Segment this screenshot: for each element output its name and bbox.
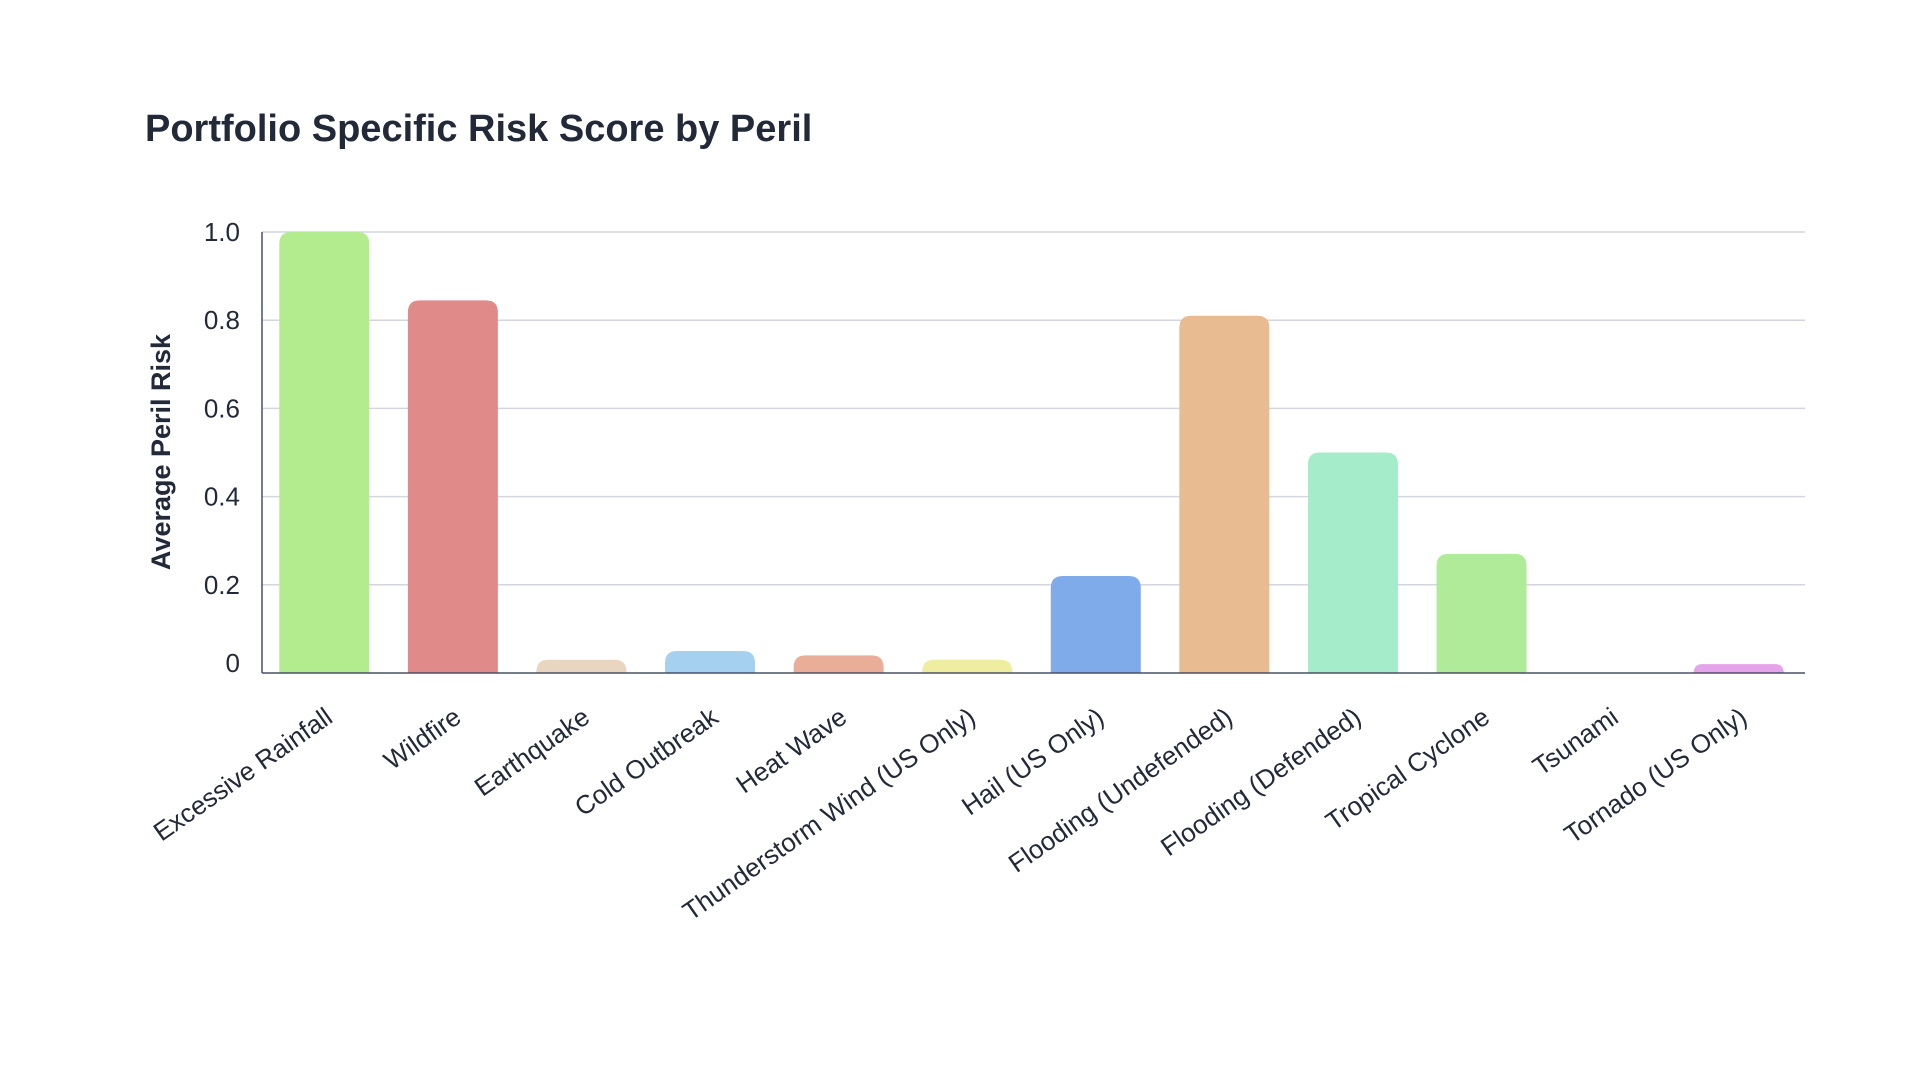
y-tick-label: 0.6 xyxy=(204,393,240,423)
axes xyxy=(261,232,1805,674)
bar-flooding-defended xyxy=(1307,452,1398,673)
bar-earthquake xyxy=(536,659,627,673)
bar-flooding-undefended xyxy=(1179,315,1270,673)
x-tick-label: Wildfire xyxy=(378,701,466,775)
x-tick-label: Earthquake xyxy=(469,701,595,802)
bar-cold-outbreak xyxy=(665,650,756,673)
y-tick-label: 0.2 xyxy=(204,570,240,600)
chart-title: Portfolio Specific Risk Score by Peril xyxy=(145,108,813,150)
bar-tornado-us-only xyxy=(1693,664,1784,673)
x-tick-label: Flooding (Undefended) xyxy=(1003,701,1238,878)
bar-hail-us-only xyxy=(1050,575,1141,673)
x-tick-label: Cold Outbreak xyxy=(569,701,724,822)
bar-excessive-rainfall xyxy=(279,232,370,673)
y-tick-label: 0.8 xyxy=(204,305,240,335)
x-tick-label: Tsunami xyxy=(1527,701,1624,781)
y-tick-labels: 0 0.2 0.4 0.6 0.8 1.0 xyxy=(204,217,240,678)
bar-thunderstorm-wind-us-only xyxy=(922,659,1013,673)
x-tick-label: Heat Wave xyxy=(730,701,852,799)
bar-heat-wave xyxy=(793,655,884,673)
y-tick-label: 0 xyxy=(226,648,240,678)
bars xyxy=(279,232,1784,673)
y-axis-label: Average Peril Risk xyxy=(146,333,176,570)
bar-tropical-cyclone xyxy=(1436,553,1527,673)
x-tick-labels: Excessive Rainfall Wildfire EarthquakeCold… xyxy=(148,701,1752,927)
y-tick-label: 0.4 xyxy=(204,482,240,512)
y-tick-label: 1.0 xyxy=(204,217,240,247)
gridlines xyxy=(262,231,1805,586)
x-tick-label: Excessive Rainfall xyxy=(148,701,338,847)
bar-wildfire xyxy=(407,300,498,673)
